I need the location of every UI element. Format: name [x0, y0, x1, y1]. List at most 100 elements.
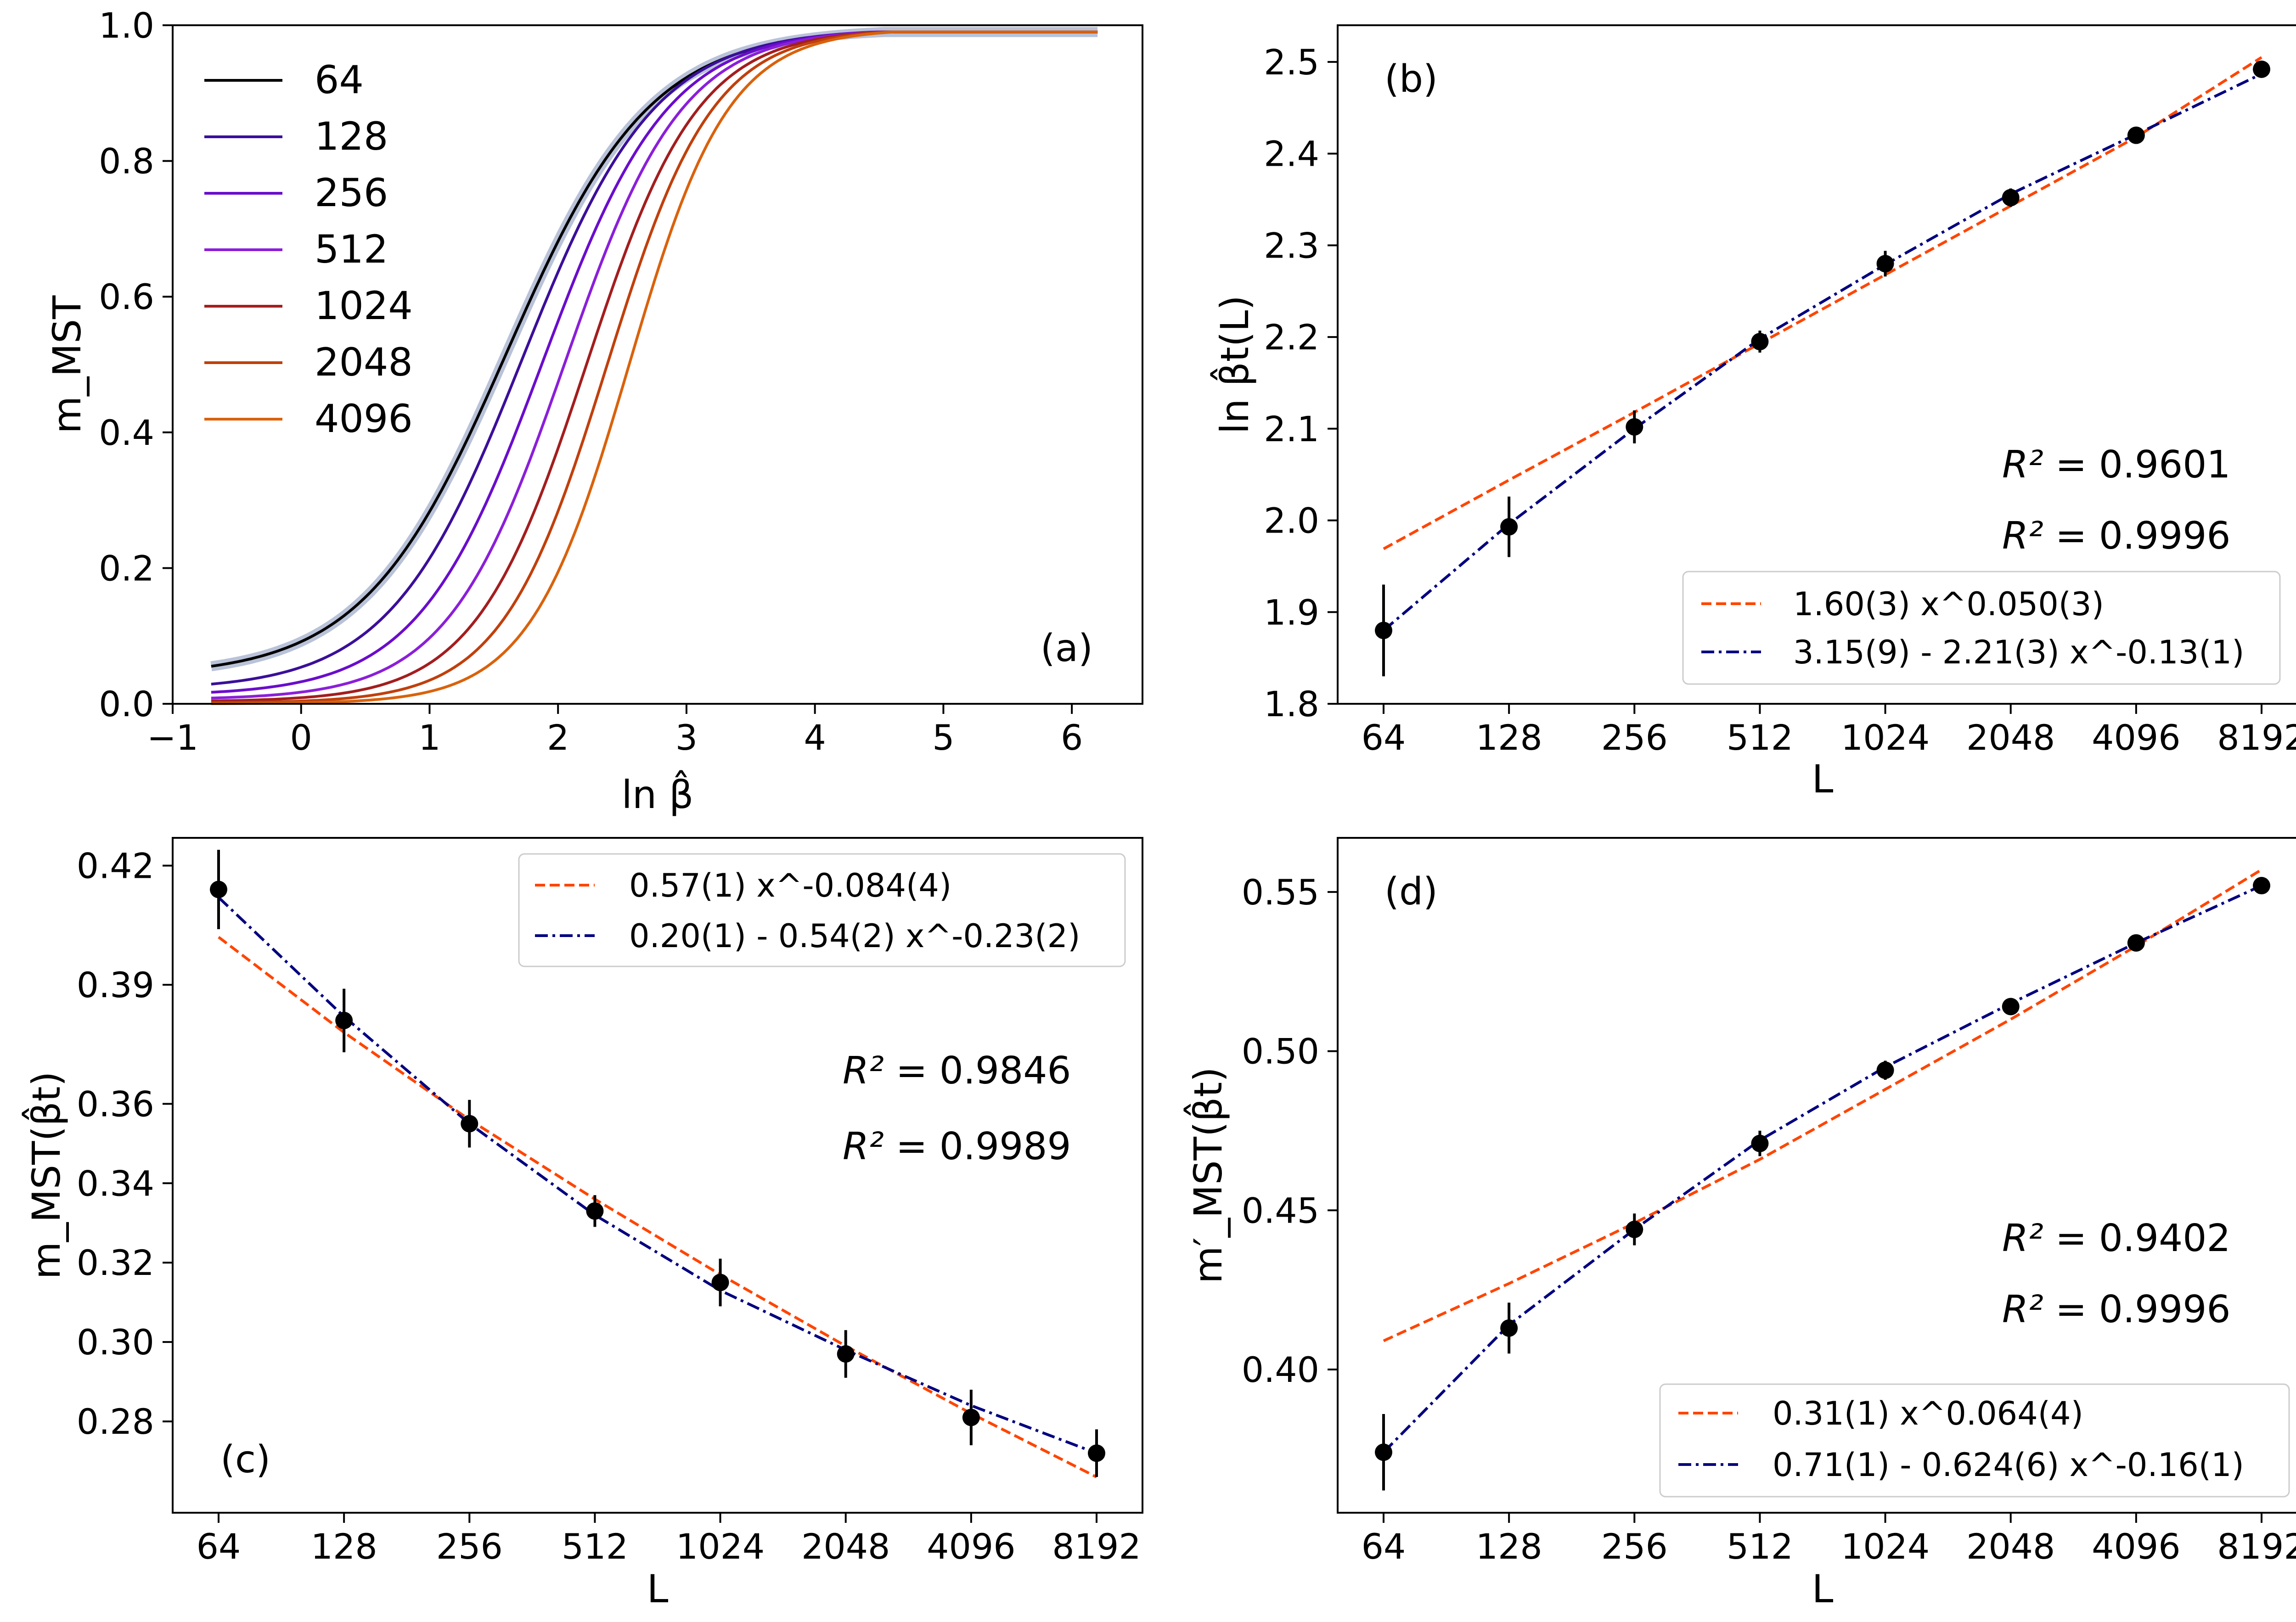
d-xtick-label: 256: [1601, 1526, 1668, 1567]
d-point-2048: [2002, 998, 2020, 1016]
panel-a-y-ticks: 0.0 0.2 0.4 0.6 0.8 1.0: [99, 5, 173, 724]
b-xtick-label: 1024: [1841, 717, 1930, 758]
a-ytick-label: 0.4: [99, 412, 154, 453]
panel-b-r2-fit2: R² = 0.9996: [2002, 514, 2231, 558]
panel-d-points: [1375, 877, 2270, 1491]
panel-d-r2-fit1: R² = 0.9402: [2002, 1217, 2231, 1260]
b-point-2048: [2002, 189, 2020, 207]
panel-d-ylabel: m′_MST(β̂t): [1183, 1067, 1231, 1284]
d-ytick-label: 0.40: [1242, 1349, 1319, 1390]
c-xtick-label: 128: [311, 1526, 377, 1567]
panel-d-frame: [1337, 837, 2296, 1514]
c-xtick-label: 8192: [1052, 1526, 1141, 1567]
panel-d-r2-fit1-value: 0.9402: [2099, 1217, 2231, 1260]
panel-c-x-ticks: 64 128 256 512 1024 2048 4096 8192: [197, 1513, 1141, 1567]
legend-512-label: 512: [315, 227, 388, 272]
panel-c-r2-fit2-label: R² =: [843, 1125, 940, 1168]
b-ytick-label: 2.1: [1264, 409, 1319, 449]
c-xtick-label: 4096: [927, 1526, 1015, 1567]
panel-a-x-ticks: −1 0 1 2 3 4 5 6: [147, 704, 1083, 758]
panel-a: −1 0 1 2 3 4 5 6 0.0 0.2 0.4 0.6 0.8 1.0 ln β̂ m_MST…: [45, 5, 1143, 817]
a-xtick-label: 6: [1061, 717, 1083, 758]
d-xtick-label: 1024: [1841, 1526, 1930, 1567]
panel-b-y-ticks: 1.8 1.9 2.0 2.1 2.2 2.3 2.4 2.5: [1264, 42, 1338, 724]
panel-c: 64 128 256 512 1024 2048 4096 8192 0.28 0.30 0.32…: [22, 837, 1143, 1611]
d-xtick-label: 2048: [1966, 1526, 2055, 1567]
panel-a-ylabel: m_MST: [45, 295, 90, 434]
c-point-512: [586, 1202, 604, 1220]
b-ytick-label: 2.2: [1264, 317, 1319, 358]
legend-2048-label: 2048: [315, 340, 413, 385]
panel-b-frame: [1337, 24, 2296, 705]
b-fit1-line: [1383, 56, 2262, 550]
panel-c-xlabel: L: [647, 1566, 669, 1611]
c-point-1024: [711, 1274, 729, 1291]
a-xtick-label: 1: [418, 717, 440, 758]
d-point-8192: [2253, 877, 2270, 895]
b-xtick-label: 8192: [2217, 717, 2296, 758]
b-xtick-label: 512: [1727, 717, 1793, 758]
a-ytick-label: 1.0: [99, 5, 154, 46]
d-fit1-line: [1383, 868, 2262, 1342]
panel-a-xlabel: ln β̂: [622, 770, 694, 817]
b-point-4096: [2127, 126, 2145, 144]
panel-b-legend-box: [1682, 571, 2281, 685]
d-point-4096: [2127, 934, 2145, 952]
panel-b: 64 128 256 512 1024 2048 4096 8192 1.8 1.9 2.0 2.1…: [1210, 24, 2296, 802]
panel-c-fit-lines: [217, 896, 1097, 1478]
a-xtick-label: 0: [290, 717, 312, 758]
c-fit2-line: [217, 896, 1097, 1455]
panel-b-tag: (b): [1384, 57, 1438, 101]
panel-c-legend-box: [518, 853, 1126, 967]
b-point-256: [1626, 418, 1643, 436]
panel-b-legend: 1.60(3) x^0.050(3) 3.15(9) - 2.21(3) x^-…: [1682, 571, 2281, 685]
panel-b-fit-lines: [1383, 56, 2262, 632]
panel-d-legend-box: [1659, 1383, 2290, 1498]
a-xtick-label: 3: [675, 717, 698, 758]
b-ytick-label: 2.3: [1264, 225, 1319, 266]
c-ytick-label: 0.34: [77, 1163, 154, 1204]
b-point-512: [1751, 333, 1769, 351]
c-ytick-label: 0.39: [77, 965, 154, 1005]
panel-c-r2-fit1-label: R² =: [843, 1049, 940, 1093]
c-ytick-label: 0.28: [77, 1401, 154, 1442]
panel-c-r2-fit1: R² = 0.9846: [843, 1049, 1071, 1093]
c-point-64: [210, 881, 227, 898]
d-point-128: [1500, 1319, 1518, 1337]
a-xtick-label: −1: [147, 717, 198, 758]
panel-d-r2-fit2-value: 0.9996: [2099, 1288, 2231, 1331]
b-point-8192: [2253, 60, 2270, 78]
b-point-128: [1500, 518, 1518, 536]
c-xtick-label: 512: [562, 1526, 628, 1567]
b-xtick-label: 2048: [1966, 717, 2055, 758]
d-point-512: [1751, 1134, 1769, 1152]
c-xtick-label: 2048: [801, 1526, 890, 1567]
panel-d: 64 128 256 512 1024 2048 4096 8192 0.40 0.45 0.50…: [1183, 837, 2296, 1611]
panel-c-y-ticks: 0.28 0.30 0.32 0.34 0.36 0.39 0.42: [77, 846, 173, 1442]
d-xtick-label: 512: [1727, 1526, 1793, 1567]
c-xtick-label: 64: [197, 1526, 241, 1567]
panel-c-tag: (c): [220, 1438, 270, 1482]
series-4096-line: [211, 30, 1098, 705]
panel-d-xlabel: L: [1812, 1566, 1834, 1611]
d-xtick-label: 8192: [2217, 1526, 2296, 1567]
a-ytick-label: 0.6: [99, 276, 154, 317]
legend-128-label: 128: [315, 114, 388, 159]
b-xtick-label: 64: [1362, 717, 1406, 758]
d-point-1024: [1876, 1061, 1894, 1079]
panel-a-frame: [172, 24, 1143, 705]
panel-b-legend-fit2-label: 3.15(9) - 2.21(3) x^-0.13(1): [1793, 634, 2244, 671]
b-xtick-label: 128: [1476, 717, 1542, 758]
panel-c-legend: 0.57(1) x^-0.084(4) 0.20(1) - 0.54(2) x^…: [518, 853, 1126, 967]
c-ytick-label: 0.30: [77, 1322, 154, 1363]
legend-256-label: 256: [315, 170, 388, 215]
c-ytick-label: 0.32: [77, 1242, 154, 1283]
a-xtick-label: 5: [932, 717, 954, 758]
panel-b-xlabel: L: [1812, 757, 1834, 802]
legend-64-label: 64: [315, 57, 364, 102]
d-xtick-label: 4096: [2092, 1526, 2180, 1567]
a-xtick-label: 4: [804, 717, 826, 758]
d-point-64: [1375, 1443, 1392, 1461]
c-point-128: [335, 1011, 353, 1029]
panel-d-legend-fit1-label: 0.31(1) x^0.064(4): [1773, 1395, 2083, 1432]
